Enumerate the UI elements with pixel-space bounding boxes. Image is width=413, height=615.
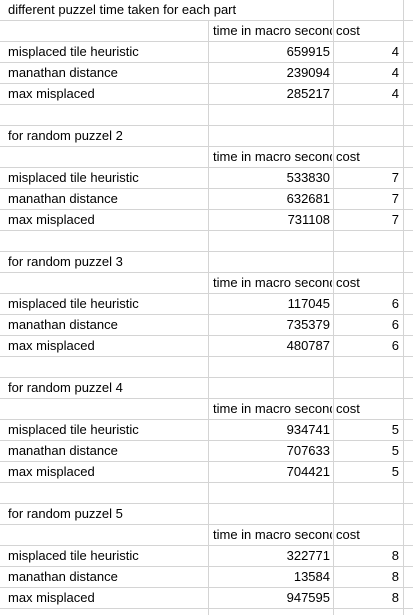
time-header-cell[interactable]: time in macro seconds xyxy=(213,149,332,164)
time-header-cell[interactable]: time in macro seconds xyxy=(213,527,332,542)
empty-row xyxy=(0,483,413,504)
table-row: misplaced tile heuristic 117045 6 xyxy=(0,294,413,315)
table-row: max misplaced 285217 4 xyxy=(0,84,413,105)
time-cell[interactable]: 285217 xyxy=(286,86,330,101)
sheet-title-cell[interactable]: different puzzel time taken for each par… xyxy=(8,0,239,20)
time-cell[interactable]: 731108 xyxy=(287,212,330,227)
sheet-row: time in macro seconds cost xyxy=(0,399,413,420)
cost-cell[interactable]: 5 xyxy=(391,422,399,437)
table-row: manathan distance 13584 8 xyxy=(0,567,413,588)
empty-row xyxy=(0,231,413,252)
section-heading-cell[interactable]: for random puzzel 5 xyxy=(8,504,125,524)
table-row: misplaced tile heuristic 533830 7 xyxy=(0,168,413,189)
time-header-cell[interactable]: time in macro seconds xyxy=(213,23,332,38)
time-cell[interactable]: 239094 xyxy=(286,65,330,80)
section-heading-cell[interactable]: for random puzzel 2 xyxy=(8,126,125,146)
table-row: misplaced tile heuristic 934741 5 xyxy=(0,420,413,441)
time-cell[interactable]: 735379 xyxy=(286,317,330,332)
cost-cell[interactable]: 4 xyxy=(391,44,399,59)
method-cell[interactable]: max misplaced xyxy=(8,212,95,227)
sheet-row: time in macro seconds cost xyxy=(0,525,413,546)
time-cell[interactable]: 947595 xyxy=(286,590,330,605)
sheet-row: for random puzzel 3 xyxy=(0,252,413,273)
method-cell[interactable]: misplaced tile heuristic xyxy=(8,170,139,185)
method-cell[interactable]: manathan distance xyxy=(8,569,118,584)
cost-header-cell[interactable]: cost xyxy=(336,527,360,542)
table-row: max misplaced 704421 5 xyxy=(0,462,413,483)
method-cell[interactable]: max misplaced xyxy=(8,464,95,479)
method-cell[interactable]: max misplaced xyxy=(8,86,95,101)
table-row: manathan distance 707633 5 xyxy=(0,441,413,462)
table-row: misplaced tile heuristic 322771 8 xyxy=(0,546,413,567)
time-cell[interactable]: 480787 xyxy=(286,338,330,353)
time-cell[interactable]: 117045 xyxy=(287,296,330,311)
cost-cell[interactable]: 4 xyxy=(391,65,399,80)
time-cell[interactable]: 322771 xyxy=(286,548,330,563)
table-row: manathan distance 735379 6 xyxy=(0,315,413,336)
method-cell[interactable]: manathan distance xyxy=(8,443,118,458)
table-row: misplaced tile heuristic 659915 4 xyxy=(0,42,413,63)
time-cell[interactable]: 934741 xyxy=(286,422,330,437)
empty-row xyxy=(0,105,413,126)
cost-cell[interactable]: 8 xyxy=(391,590,399,605)
table-row: max misplaced 947595 8 xyxy=(0,588,413,609)
cost-cell[interactable]: 7 xyxy=(391,170,399,185)
method-cell[interactable]: misplaced tile heuristic xyxy=(8,422,139,437)
time-header-cell[interactable]: time in macro seconds xyxy=(213,275,332,290)
time-cell[interactable]: 632681 xyxy=(286,191,330,206)
table-row: manathan distance 632681 7 xyxy=(0,189,413,210)
method-cell[interactable]: manathan distance xyxy=(8,191,118,206)
method-cell[interactable]: max misplaced xyxy=(8,338,95,353)
sheet-row: time in macro seconds cost xyxy=(0,147,413,168)
table-row: max misplaced 480787 6 xyxy=(0,336,413,357)
cost-header-cell[interactable]: cost xyxy=(336,23,360,38)
cost-cell[interactable]: 6 xyxy=(391,296,399,311)
cost-header-cell[interactable]: cost xyxy=(336,149,360,164)
method-cell[interactable]: manathan distance xyxy=(8,65,118,80)
table-row: manathan distance 239094 4 xyxy=(0,63,413,84)
time-header-cell[interactable]: time in macro seconds xyxy=(213,401,332,416)
sheet-row: for random puzzel 2 xyxy=(0,126,413,147)
time-cell[interactable]: 707633 xyxy=(286,443,330,458)
cost-cell[interactable]: 8 xyxy=(391,569,399,584)
section-heading-cell[interactable]: for random puzzel 3 xyxy=(8,252,125,272)
method-cell[interactable]: manathan distance xyxy=(8,317,118,332)
time-cell[interactable]: 13584 xyxy=(293,569,330,584)
empty-row xyxy=(0,357,413,378)
cost-cell[interactable]: 7 xyxy=(391,212,399,227)
method-cell[interactable]: max misplaced xyxy=(8,590,95,605)
time-cell[interactable]: 659915 xyxy=(286,44,330,59)
sheet-row: time in macro seconds cost xyxy=(0,273,413,294)
time-cell[interactable]: 704421 xyxy=(286,464,330,479)
sheet-row: different puzzel time taken for each par… xyxy=(0,0,413,21)
sheet-row: for random puzzel 5 xyxy=(0,504,413,525)
cost-header-cell[interactable]: cost xyxy=(336,275,360,290)
cost-cell[interactable]: 8 xyxy=(391,548,399,563)
cost-cell[interactable]: 5 xyxy=(391,464,399,479)
sheet-row: time in macro seconds cost xyxy=(0,21,413,42)
sheet-row: for random puzzel 4 xyxy=(0,378,413,399)
cost-cell[interactable]: 5 xyxy=(391,443,399,458)
method-cell[interactable]: misplaced tile heuristic xyxy=(8,296,139,311)
cost-cell[interactable]: 6 xyxy=(391,317,399,332)
cost-cell[interactable]: 6 xyxy=(391,338,399,353)
method-cell[interactable]: misplaced tile heuristic xyxy=(8,548,139,563)
cost-cell[interactable]: 7 xyxy=(391,191,399,206)
table-row: max misplaced 731108 7 xyxy=(0,210,413,231)
method-cell[interactable]: misplaced tile heuristic xyxy=(8,44,139,59)
cost-cell[interactable]: 4 xyxy=(391,86,399,101)
section-heading-cell[interactable]: for random puzzel 4 xyxy=(8,378,125,398)
time-cell[interactable]: 533830 xyxy=(286,170,330,185)
cost-header-cell[interactable]: cost xyxy=(336,401,360,416)
